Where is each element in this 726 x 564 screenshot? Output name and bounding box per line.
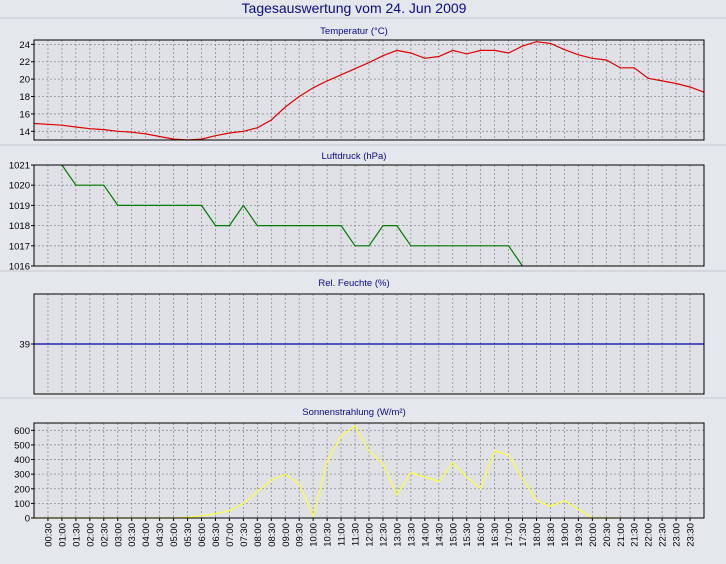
y-tick-label: 1020 bbox=[9, 181, 30, 192]
x-tick-label: 22:30 bbox=[658, 523, 669, 547]
x-tick-label: 04:00 bbox=[141, 523, 152, 547]
y-tick-label: 16 bbox=[19, 109, 30, 120]
x-tick-label: 18:30 bbox=[546, 523, 557, 547]
x-tick-label: 07:00 bbox=[225, 523, 236, 547]
x-tick-label: 02:00 bbox=[85, 523, 96, 547]
x-tick-label: 16:00 bbox=[476, 523, 487, 547]
plot-area bbox=[34, 423, 704, 518]
y-tick-label: 1018 bbox=[9, 221, 30, 232]
x-tick-label: 14:30 bbox=[434, 523, 445, 547]
y-tick-label: 400 bbox=[14, 455, 30, 466]
y-tick-label: 1019 bbox=[9, 201, 30, 212]
panel-title: Sonnenstrahlung (W/m²) bbox=[302, 407, 405, 418]
plot-frame bbox=[33, 293, 705, 395]
y-tick-label: 22 bbox=[19, 57, 30, 68]
chart-panels: Temperatur (°C) 14 16 18 20 22 24 Luftdruck (hP… bbox=[0, 17, 726, 525]
x-tick-label: 17:00 bbox=[504, 523, 515, 547]
plot-frame bbox=[33, 164, 705, 267]
y-tick-label: 20 bbox=[19, 75, 30, 86]
x-tick-label: 12:30 bbox=[379, 523, 390, 547]
x-tick-label: 03:30 bbox=[127, 523, 138, 547]
panel-4: Sonnenstrahlung (W/m²) 0 100 200 300 400 500 60… bbox=[0, 397, 726, 525]
x-tick-label: 04:30 bbox=[155, 523, 166, 547]
y-tick-label: 1017 bbox=[9, 241, 30, 252]
x-tick-label: 10:30 bbox=[323, 523, 334, 547]
series-line bbox=[34, 425, 621, 519]
x-tick-label: 18:00 bbox=[532, 523, 543, 547]
x-tick-label: 13:00 bbox=[392, 523, 403, 547]
y-tick-label: 1016 bbox=[9, 262, 30, 273]
x-tick-label: 10:00 bbox=[309, 523, 320, 547]
x-tick-label: 14:00 bbox=[420, 523, 431, 547]
panel-title: Rel. Feuchte (%) bbox=[318, 278, 389, 289]
panel-2: Luftdruck (hPa) 1016 1017 1018 1019 1020 1021 bbox=[0, 144, 726, 273]
x-tick-label: 00:30 bbox=[44, 523, 55, 547]
y-tick-label: 500 bbox=[14, 440, 30, 451]
y-tick-label: 39 bbox=[19, 340, 30, 351]
y-tick-label: 24 bbox=[19, 40, 30, 51]
x-tick-label: 22:00 bbox=[644, 523, 655, 547]
x-tick-label: 05:00 bbox=[169, 523, 180, 547]
x-tick-label: 15:30 bbox=[462, 523, 473, 547]
x-tick-label: 15:00 bbox=[448, 523, 459, 547]
x-tick-label: 19:00 bbox=[560, 523, 571, 547]
y-tick-label: 100 bbox=[14, 499, 30, 510]
x-tick-label: 06:30 bbox=[211, 523, 222, 547]
x-tick-label: 01:00 bbox=[57, 523, 68, 547]
y-tick-label: 1021 bbox=[9, 161, 30, 172]
x-tick-label: 20:00 bbox=[588, 523, 599, 547]
x-tick-label: 09:30 bbox=[295, 523, 306, 547]
series-line bbox=[33, 41, 705, 141]
x-tick-label: 07:30 bbox=[239, 523, 250, 547]
panel-title: Luftdruck (hPa) bbox=[322, 151, 387, 162]
x-tick-label: 09:00 bbox=[281, 523, 292, 547]
x-tick-label: 01:30 bbox=[71, 523, 82, 547]
plot-frame bbox=[33, 39, 705, 141]
x-tick-label: 20:30 bbox=[602, 523, 613, 547]
x-tick-label: 19:30 bbox=[574, 523, 585, 547]
x-tick-label: 02:30 bbox=[99, 523, 110, 547]
chart-title: Tagesauswertung vom 24. Jun 2009 bbox=[242, 0, 467, 16]
y-tick-label: 600 bbox=[14, 426, 30, 437]
x-tick-label: 06:00 bbox=[197, 523, 208, 547]
x-tick-label: 12:00 bbox=[365, 523, 376, 547]
x-tick-label: 08:30 bbox=[267, 523, 278, 547]
x-tick-label: 17:30 bbox=[518, 523, 529, 547]
x-tick-label: 23:30 bbox=[686, 523, 697, 547]
x-tick-label: 11:30 bbox=[351, 523, 362, 546]
x-tick-label: 16:30 bbox=[490, 523, 501, 547]
panel-title: Temperatur (°C) bbox=[320, 26, 388, 37]
x-axis-time: 00:30 01:00 01:30 02:00 02:30 03:00 03:30 04:00… bbox=[44, 518, 697, 547]
y-tick-label: 18 bbox=[19, 92, 30, 103]
x-tick-label: 23:00 bbox=[672, 523, 683, 547]
x-tick-label: 21:00 bbox=[616, 523, 627, 547]
y-tick-label: 14 bbox=[19, 127, 30, 138]
series-line bbox=[61, 164, 523, 267]
y-tick-label: 200 bbox=[14, 484, 30, 495]
x-tick-label: 05:30 bbox=[183, 523, 194, 547]
x-tick-label: 03:00 bbox=[113, 523, 124, 547]
panel-3: Rel. Feuchte (%) 39 bbox=[0, 270, 726, 395]
x-tick-label: 21:30 bbox=[630, 523, 641, 547]
panel-1: Temperatur (°C) 14 16 18 20 22 24 bbox=[0, 17, 726, 141]
x-tick-label: 11:00 bbox=[337, 523, 348, 546]
y-tick-label: 300 bbox=[14, 470, 30, 481]
y-tick-label: 0 bbox=[25, 514, 30, 525]
x-tick-label: 08:00 bbox=[253, 523, 264, 547]
x-tick-label: 13:30 bbox=[406, 523, 417, 547]
